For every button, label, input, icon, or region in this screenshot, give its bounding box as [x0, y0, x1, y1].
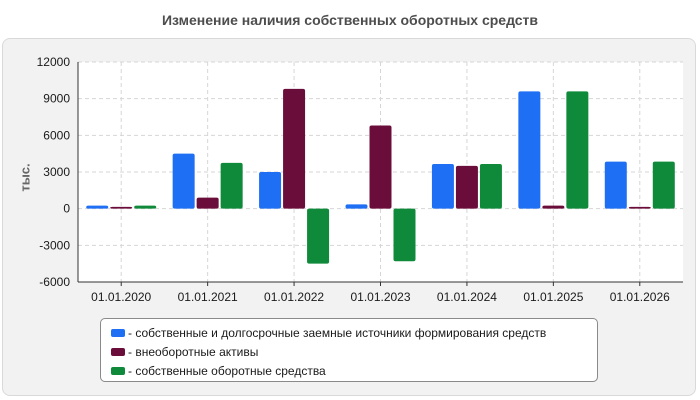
- legend-swatch-working-capital: [111, 366, 125, 375]
- bar: [431, 164, 454, 209]
- bar: [566, 91, 589, 209]
- y-axis-title: тыс.: [17, 163, 33, 192]
- bar: [369, 125, 392, 209]
- bar: [479, 164, 502, 209]
- bar: [196, 197, 219, 209]
- legend-swatch-sources: [111, 328, 125, 337]
- bar: [283, 88, 306, 209]
- x-tick-label: 01.01.2025: [523, 290, 583, 304]
- chart-title: Изменение наличия собственных оборотных …: [161, 12, 539, 28]
- legend-label-sources: - собственные и долгосрочные заемные ист…: [128, 325, 547, 340]
- legend-item-working-capital: - собственные оборотные средства: [111, 361, 597, 380]
- y-tick-label: 9000: [43, 92, 70, 106]
- legend-label-working-capital: - собственные оборотные средства: [128, 363, 326, 378]
- y-tick-label: -6000: [39, 275, 70, 289]
- bar: [652, 161, 675, 209]
- bar: [345, 204, 368, 209]
- x-tick-label: 01.01.2024: [437, 290, 497, 304]
- bar: [604, 161, 627, 209]
- legend-label-noncurrent: - внеоборотные активы: [128, 344, 259, 359]
- x-tick-label: 01.01.2021: [178, 290, 238, 304]
- bar: [134, 205, 157, 209]
- bar: [220, 162, 243, 209]
- legend-item-noncurrent: - внеоборотные активы: [111, 342, 597, 361]
- bar: [628, 206, 651, 209]
- bar: [259, 172, 282, 209]
- legend: - собственные и долгосрочные заемные ист…: [100, 318, 598, 382]
- x-tick-label: 01.01.2020: [91, 290, 151, 304]
- y-tick-label: 3000: [43, 165, 70, 179]
- bar: [518, 91, 541, 209]
- bar: [86, 205, 109, 209]
- bar: [455, 165, 478, 209]
- x-tick-label: 01.01.2022: [264, 290, 324, 304]
- y-tick-label: 0: [63, 202, 70, 216]
- y-tick-label: -3000: [39, 238, 70, 252]
- bar: [172, 153, 195, 209]
- x-tick-label: 01.01.2023: [350, 290, 410, 304]
- bar: [542, 205, 565, 209]
- y-tick-label: 12000: [37, 55, 71, 69]
- bar: [307, 208, 330, 264]
- y-tick-label: 6000: [43, 128, 70, 142]
- bar: [393, 208, 416, 262]
- legend-item-sources: - собственные и долгосрочные заемные ист…: [111, 323, 597, 342]
- bar: [110, 206, 133, 209]
- x-tick-label: 01.01.2026: [610, 290, 670, 304]
- legend-swatch-noncurrent: [111, 347, 125, 356]
